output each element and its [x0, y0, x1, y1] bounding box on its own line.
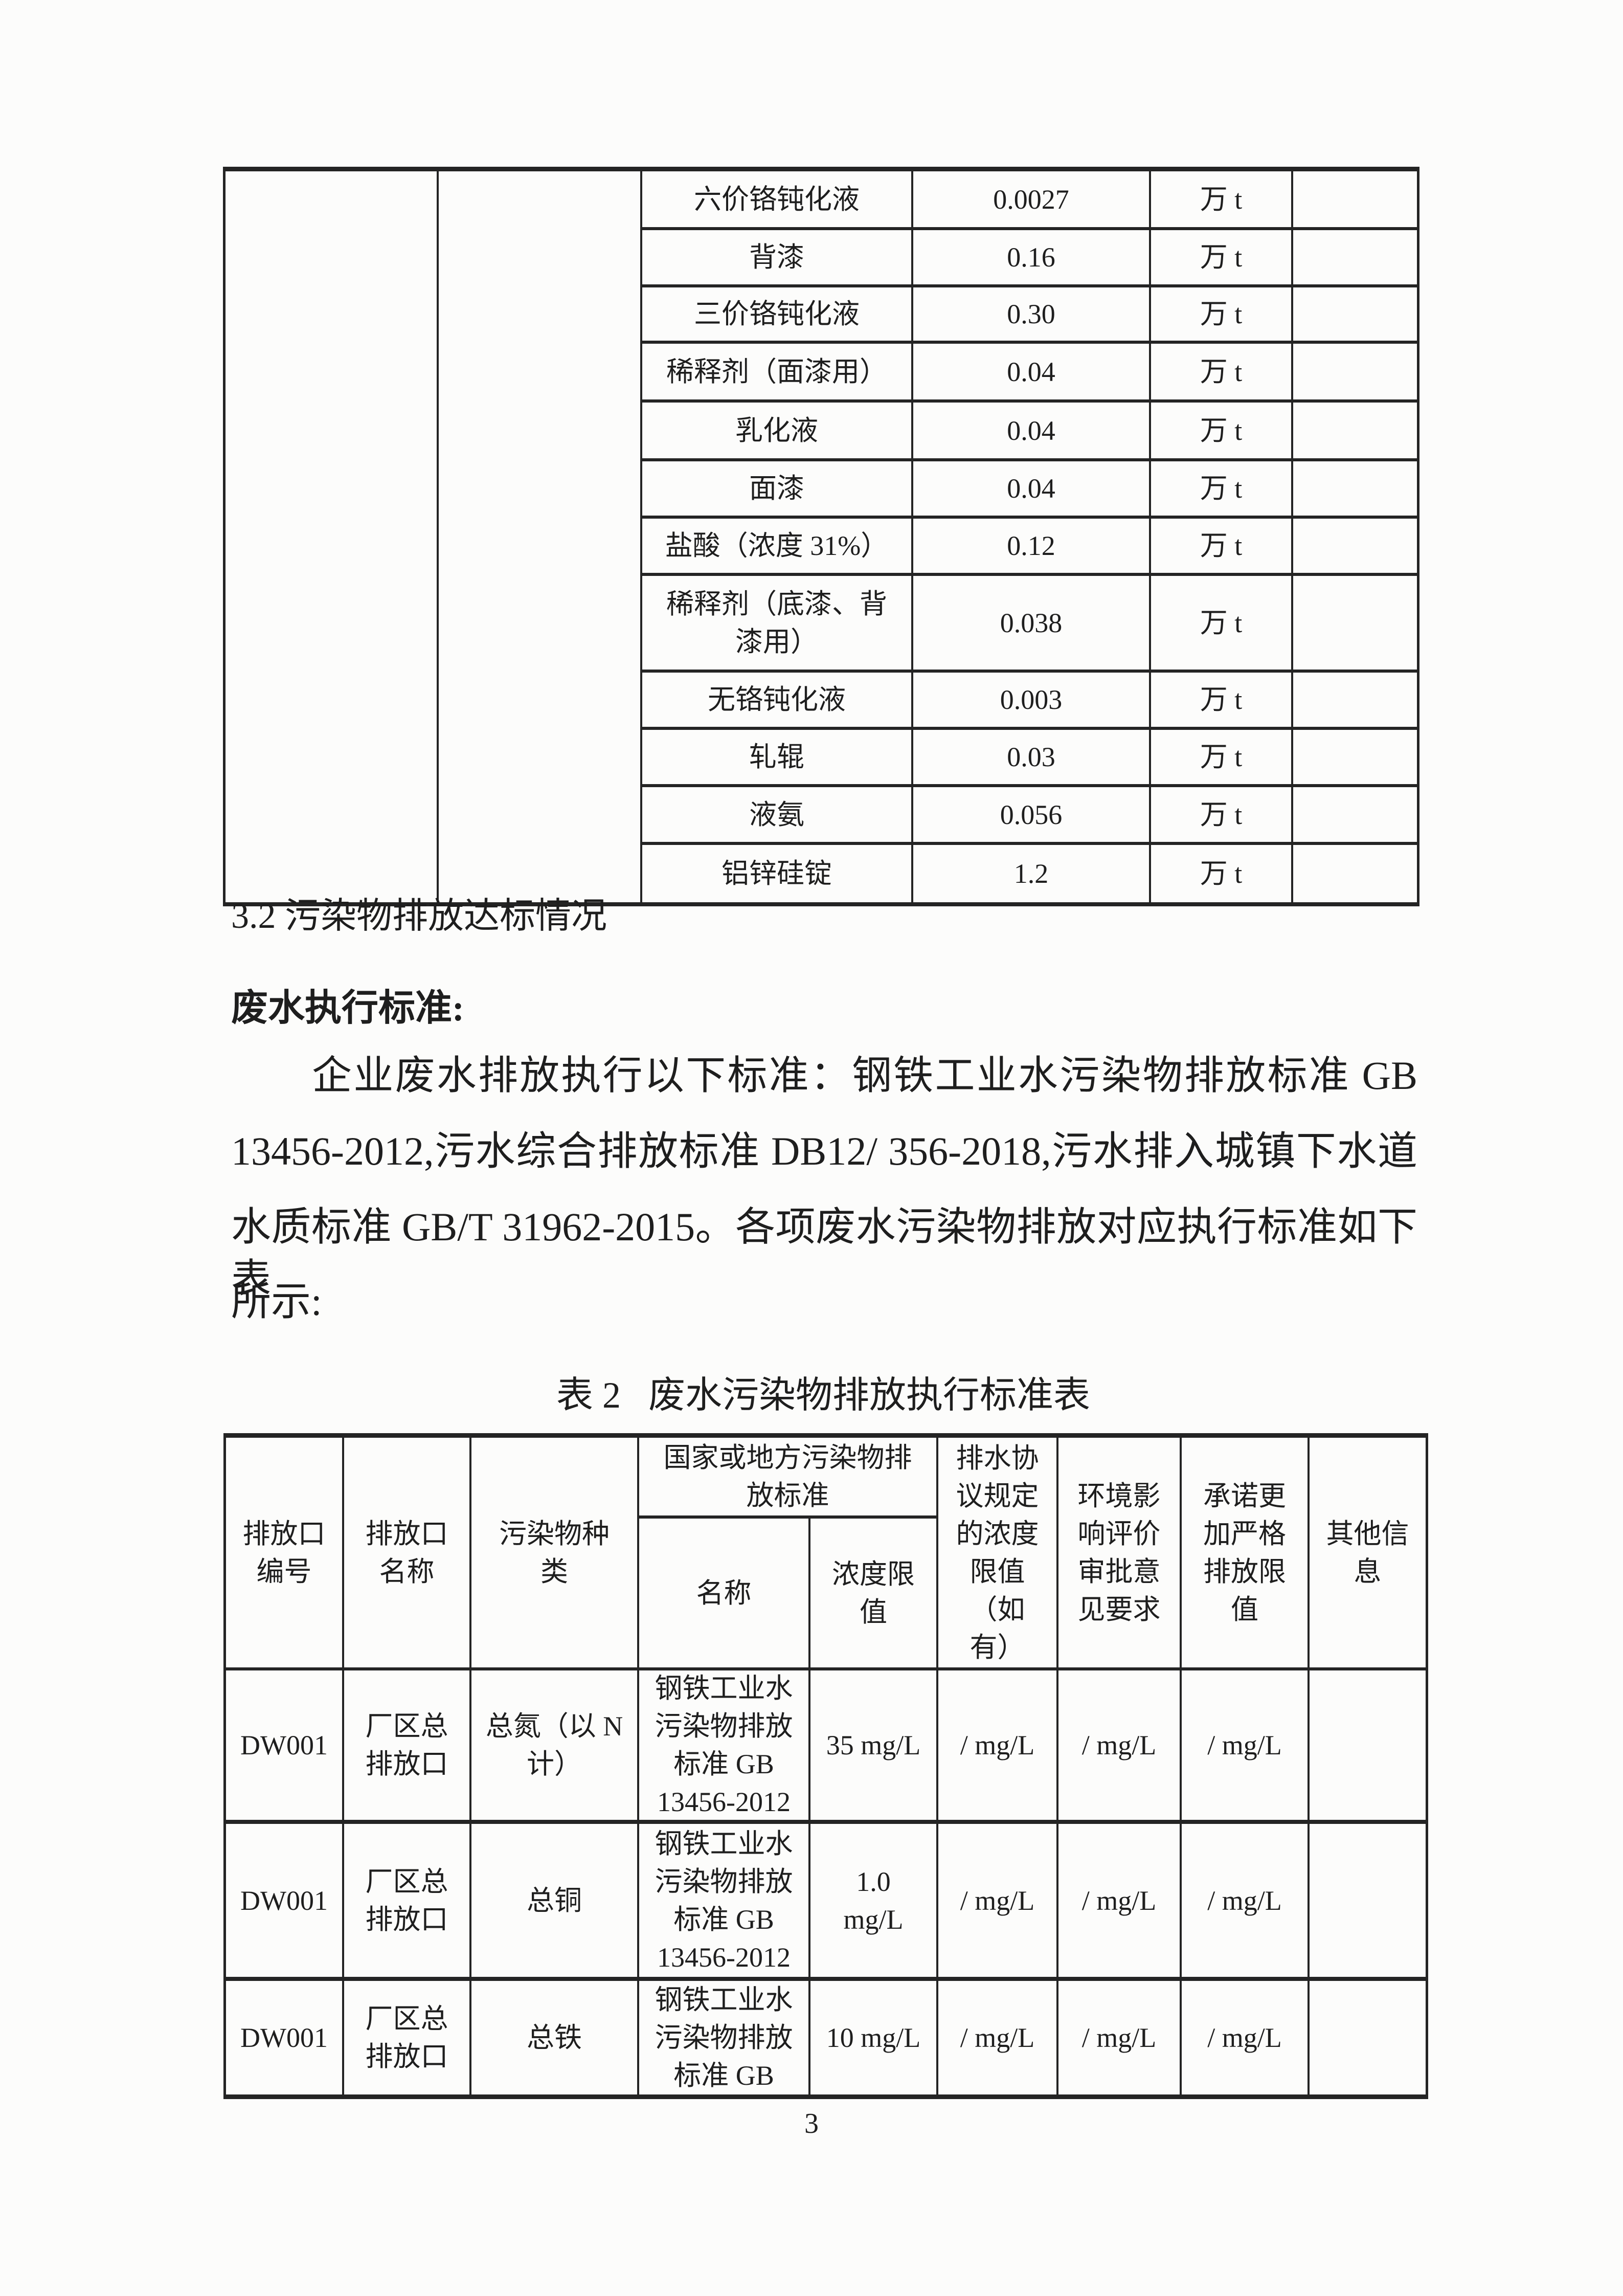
- section-heading: 3.2 污染物排放达标情况: [231, 897, 607, 936]
- drainage-agreement-cell: / mg/L: [938, 1670, 1058, 1824]
- header-concentration-limit: 浓度限 值: [810, 1519, 938, 1670]
- pollutant-cell: 总铁: [471, 1981, 639, 2094]
- empty-cell: [1293, 787, 1417, 845]
- page-number: 3: [804, 2108, 819, 2139]
- header-committed-limit: 承诺更 加严格 排放限 值: [1182, 1438, 1310, 1670]
- eia-requirement-cell: / mg/L: [1058, 1981, 1182, 2094]
- material-unit: 万 t: [1151, 845, 1293, 902]
- header-standard-name: 名称: [639, 1519, 810, 1670]
- empty-cell: [1293, 461, 1417, 519]
- wastewater-standard-subheading: 废水执行标准:: [231, 988, 464, 1029]
- material-value: 0.056: [913, 787, 1151, 845]
- outlet-name-cell: 厂区总 排放口: [344, 1981, 471, 2094]
- material-unit: 万 t: [1151, 673, 1293, 730]
- material-unit: 万 t: [1151, 461, 1293, 519]
- empty-cell: [1293, 171, 1417, 230]
- material-name: 面漆: [642, 461, 913, 519]
- material-name: 稀释剂（底漆、背 漆用）: [642, 576, 913, 673]
- standard-name-cell: 钢铁工业水 污染物排放 标准 GB 13456-2012: [639, 1670, 810, 1824]
- empty-cell: [1293, 287, 1417, 344]
- empty-cell: [1293, 519, 1417, 576]
- material-value: 0.0027: [913, 171, 1151, 230]
- outlet-name-cell: 厂区总 排放口: [344, 1824, 471, 1981]
- empty-cell: [1293, 673, 1417, 730]
- header-drainage-agreement: 排水协 议规定 的浓度 限值 （如 有）: [938, 1438, 1058, 1670]
- eia-requirement-cell: / mg/L: [1058, 1824, 1182, 1981]
- material-name: 轧辊: [642, 730, 913, 787]
- header-eia-requirement: 环境影 响评价 审批意 见要求: [1058, 1438, 1182, 1670]
- material-value: 0.03: [913, 730, 1151, 787]
- standards-table: 排放口 编号 排放口 名称 污染物种 类 国家或地方污染物排 放标准 排水协 议…: [223, 1433, 1428, 2099]
- material-name: 三价铬钝化液: [642, 287, 913, 344]
- material-unit: 万 t: [1151, 344, 1293, 403]
- material-name: 盐酸（浓度 31%）: [642, 519, 913, 576]
- material-unit: 万 t: [1151, 403, 1293, 461]
- concentration-limit-cell: 1.0 mg/L: [810, 1824, 938, 1981]
- other-info-cell: [1310, 1981, 1426, 2094]
- material-value: 0.04: [913, 461, 1151, 519]
- committed-limit-cell: / mg/L: [1182, 1981, 1310, 2094]
- drainage-agreement-cell: / mg/L: [938, 1981, 1058, 2094]
- empty-cell: [1293, 730, 1417, 787]
- header-pollutant-type: 污染物种 类: [471, 1438, 639, 1670]
- header-outlet-id: 排放口 编号: [226, 1438, 344, 1670]
- pollutant-cell: 总铜: [471, 1824, 639, 1981]
- concentration-limit-cell: 35 mg/L: [810, 1670, 938, 1824]
- pollutant-cell: 总氮（以 N 计）: [471, 1670, 639, 1824]
- header-outlet-name: 排放口 名称: [344, 1438, 471, 1670]
- header-standard-group: 国家或地方污染物排 放标准: [639, 1438, 938, 1519]
- material-unit: 万 t: [1151, 171, 1293, 230]
- material-name: 背漆: [642, 230, 913, 287]
- material-value: 1.2: [913, 845, 1151, 902]
- material-value: 0.12: [913, 519, 1151, 576]
- paragraph-line: 所示:: [231, 1279, 322, 1324]
- standard-name-cell: 钢铁工业水 污染物排放 标准 GB 13456-2012: [639, 1824, 810, 1981]
- material-value: 0.04: [913, 403, 1151, 461]
- material-name: 稀释剂（面漆用）: [642, 344, 913, 403]
- material-value: 0.038: [913, 576, 1151, 673]
- material-name: 六价铬钝化液: [642, 171, 913, 230]
- material-name: 无铬钝化液: [642, 673, 913, 730]
- standards-table-title: 表 2 废水污染物排放执行标准表: [556, 1375, 1090, 1416]
- other-info-cell: [1310, 1824, 1426, 1981]
- standard-name-cell: 钢铁工业水 污染物排放 标准 GB: [639, 1981, 810, 2094]
- empty-merged-cell: [226, 171, 439, 902]
- material-unit: 万 t: [1151, 730, 1293, 787]
- outlet-id-cell: DW001: [226, 1981, 344, 2094]
- header-other-info: 其他信 息: [1310, 1438, 1426, 1670]
- empty-merged-cell: [439, 171, 642, 902]
- empty-cell: [1293, 576, 1417, 673]
- material-unit: 万 t: [1151, 230, 1293, 287]
- material-value: 0.04: [913, 344, 1151, 403]
- material-unit: 万 t: [1151, 287, 1293, 344]
- paragraph-line: 水质标准 GB/T 31962-2015。各项废水污染物排放对应执行标准如下表: [231, 1205, 1417, 1301]
- other-info-cell: [1310, 1670, 1426, 1824]
- concentration-limit-cell: 10 mg/L: [810, 1981, 938, 2094]
- material-unit: 万 t: [1151, 576, 1293, 673]
- committed-limit-cell: / mg/L: [1182, 1670, 1310, 1824]
- material-value: 0.16: [913, 230, 1151, 287]
- outlet-id-cell: DW001: [226, 1824, 344, 1981]
- committed-limit-cell: / mg/L: [1182, 1824, 1310, 1981]
- empty-cell: [1293, 344, 1417, 403]
- material-value: 0.003: [913, 673, 1151, 730]
- outlet-name-cell: 厂区总 排放口: [344, 1670, 471, 1824]
- material-value: 0.30: [913, 287, 1151, 344]
- material-name: 液氨: [642, 787, 913, 845]
- material-unit: 万 t: [1151, 519, 1293, 576]
- material-unit: 万 t: [1151, 787, 1293, 845]
- material-name: 乳化液: [642, 403, 913, 461]
- materials-table: 六价铬钝化液 0.0027 万 t 背漆 0.16 万 t 三价铬钝化液 0.3…: [223, 167, 1419, 906]
- paragraph-line: 企业废水排放执行以下标准：钢铁工业水污染物排放标准 GB: [312, 1053, 1417, 1098]
- outlet-id-cell: DW001: [226, 1670, 344, 1824]
- drainage-agreement-cell: / mg/L: [938, 1824, 1058, 1981]
- paragraph-line: 13456-2012,污水综合排放标准 DB12/ 356-2018,污水排入城…: [231, 1129, 1417, 1173]
- empty-cell: [1293, 230, 1417, 287]
- empty-cell: [1293, 403, 1417, 461]
- eia-requirement-cell: / mg/L: [1058, 1670, 1182, 1824]
- material-name: 铝锌硅锭: [642, 845, 913, 902]
